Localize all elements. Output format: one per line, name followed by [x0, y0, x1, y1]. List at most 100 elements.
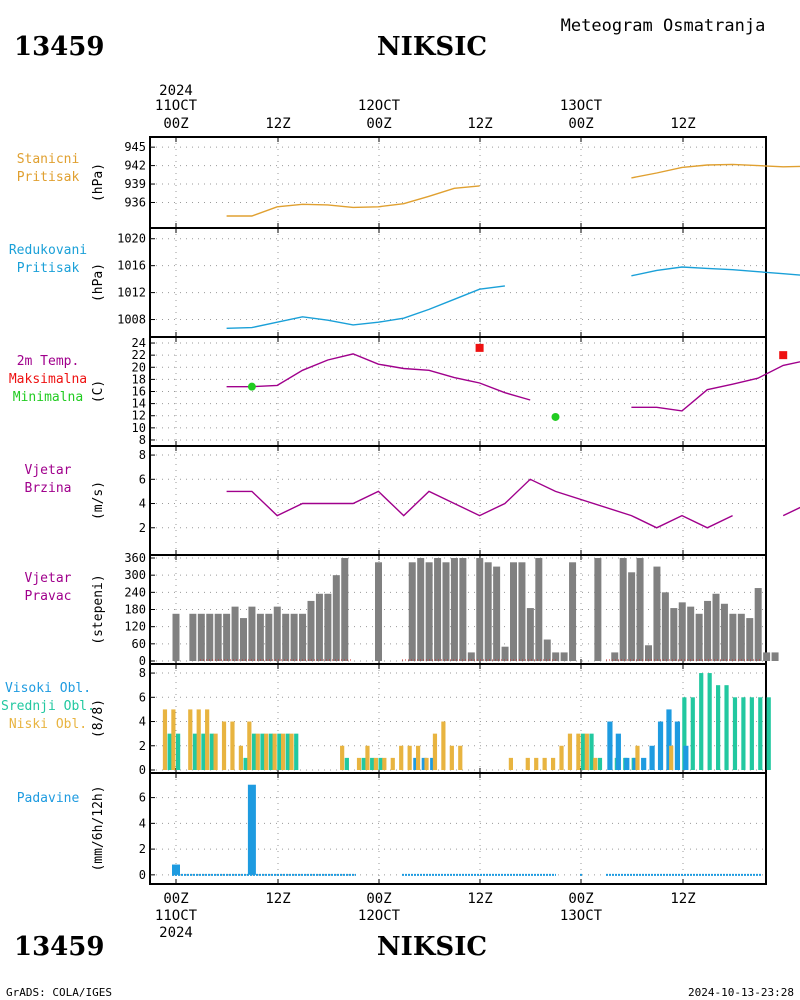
low-cloud-bar [373, 757, 378, 770]
y-tick-label: 240 [124, 585, 146, 599]
direction-bar [611, 652, 619, 661]
year-label-top: 2024 [159, 83, 193, 99]
low-cloud-bar [449, 745, 454, 770]
y-tick-label: 6 [139, 472, 146, 486]
hour-label-top-1: 00Z [163, 116, 188, 132]
series-line [226, 353, 800, 412]
hour-label-top-6: 12Z [670, 116, 695, 132]
direction-bar [265, 613, 273, 661]
low-cloud-bar [230, 721, 235, 770]
direction-bar [290, 613, 298, 661]
mid-cloud-bar [724, 685, 729, 770]
direction-bar [189, 613, 197, 661]
low-cloud-bar [550, 757, 556, 770]
direction-bar [408, 562, 416, 661]
precip-bar [247, 784, 256, 875]
mid-cloud-bar [260, 733, 265, 770]
low-cloud-bar [171, 709, 176, 770]
high-cloud-bar [649, 745, 655, 770]
high-cloud-bar [657, 721, 664, 770]
hour-label-top-2: 12Z [265, 116, 290, 132]
y-tick-label: 0 [139, 868, 146, 882]
direction-bar [307, 600, 315, 661]
hour-label-bottom-6: 12Z [670, 891, 695, 907]
unit-label: (hPa) [91, 263, 106, 302]
low-cloud-bar [255, 733, 260, 770]
variable-label: Stanicni [17, 152, 80, 167]
low-cloud-bar [365, 745, 370, 770]
y-tick-label: 60 [132, 637, 146, 651]
credit-text: GrADS: COLA/IGES [6, 986, 112, 999]
year-label-bottom: 2024 [159, 925, 193, 941]
variable-label: Pravac [25, 589, 72, 604]
series-line [226, 266, 800, 329]
y-tick-label: 936 [124, 195, 146, 209]
panel-frame [149, 136, 767, 229]
direction-bar [712, 593, 720, 661]
direction-bar [315, 593, 323, 661]
y-tick-label: 945 [124, 140, 146, 154]
direction-bar [248, 606, 256, 661]
series-line [226, 478, 800, 529]
direction-bar [552, 652, 560, 661]
direction-bar [375, 562, 382, 661]
direction-bar [526, 608, 534, 661]
mid-cloud-bar [277, 733, 282, 770]
direction-bar [746, 618, 754, 661]
mid-cloud-bar [268, 733, 274, 770]
mid-cloud-bar [370, 757, 375, 770]
mid-cloud-bar [749, 697, 754, 770]
low-cloud-bar [415, 745, 421, 770]
low-cloud-bar [340, 745, 345, 770]
low-cloud-bar [407, 745, 412, 770]
y-tick-label: 4 [139, 816, 146, 830]
mid-cloud-bar [243, 757, 248, 770]
y-tick-label: 6 [139, 791, 146, 805]
low-cloud-bar [238, 745, 243, 770]
direction-bar [636, 558, 644, 661]
mid-cloud-bar [597, 757, 603, 770]
high-cloud-bar [674, 721, 681, 770]
hour-label-bottom-4: 12Z [467, 891, 492, 907]
direction-bar [704, 600, 712, 661]
hour-label-bottom-3: 00Z [366, 891, 391, 907]
day-label-top-3: 13OCT [560, 98, 603, 114]
direction-bar [720, 603, 728, 661]
y-tick-label: 8 [139, 433, 146, 447]
precip-bar [172, 864, 180, 875]
min-temp-marker [551, 412, 560, 421]
variable-label: Vjetar [25, 463, 72, 478]
meteogram-title: Meteogram Osmatranja [561, 16, 766, 36]
direction-bar [341, 558, 349, 661]
direction-bar [417, 558, 425, 661]
variable-label: Redukovani [9, 243, 87, 258]
y-tick-label: 14 [132, 397, 146, 411]
mid-cloud-bar [251, 733, 257, 770]
low-cloud-bar [458, 745, 463, 770]
variable-label: Srednji Obl. [1, 699, 95, 714]
direction-bar [670, 608, 678, 661]
low-cloud-bar [534, 757, 539, 770]
direction-bar [518, 562, 526, 661]
direction-bar [510, 562, 517, 661]
low-cloud-bar [593, 757, 598, 770]
variable-label: Visoki Obl. [5, 681, 91, 696]
mid-cloud-bar [192, 733, 198, 770]
mid-cloud-bar [361, 757, 366, 770]
panel-wind-direction: 360 300 240 180 120 60 0 (stepeni) Vjetar Pravac [25, 551, 779, 668]
panel-reduced-pressure: 1020 1016 1012 1008 (hPa) Redukovani Pritisak [9, 227, 800, 338]
y-tick-label: 2 [139, 521, 146, 535]
station-id-bottom: 13459 [14, 932, 104, 962]
y-tick-label: 939 [124, 177, 146, 191]
direction-bar [729, 613, 737, 661]
low-cloud-bar [576, 733, 581, 770]
low-cloud-bar [272, 733, 277, 770]
variable-label: Maksimalna [9, 372, 87, 387]
high-cloud-bar [421, 757, 427, 770]
mid-cloud-bar [344, 757, 349, 770]
hour-label-top-5: 00Z [568, 116, 593, 132]
panel-frame [149, 445, 767, 556]
low-cloud-bar [280, 733, 286, 770]
low-cloud-bar [424, 757, 429, 770]
y-tick-label: 942 [124, 159, 146, 173]
